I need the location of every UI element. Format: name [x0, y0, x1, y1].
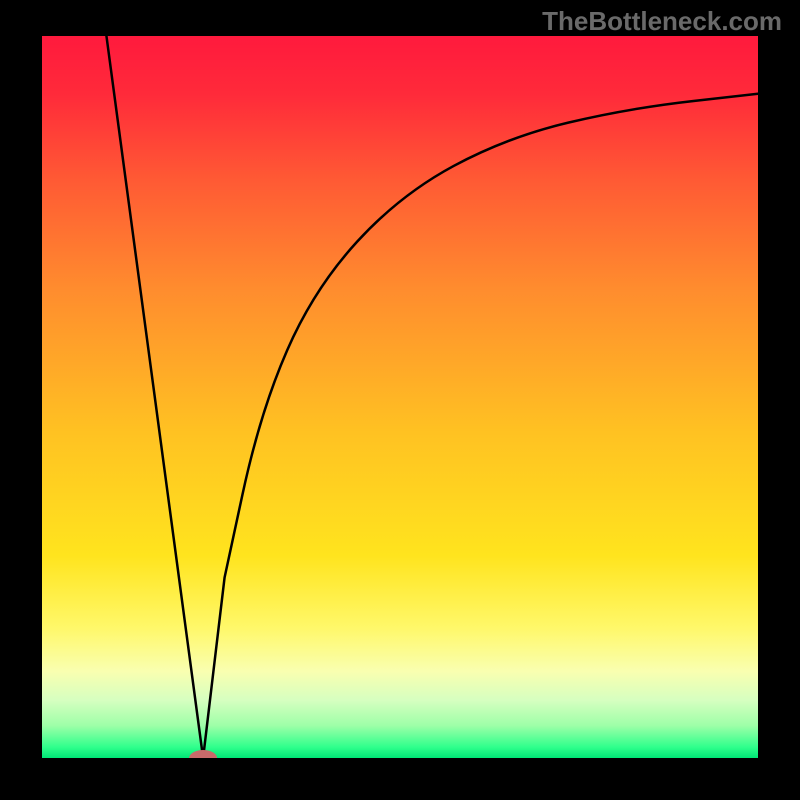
bottleneck-chart-svg: [42, 36, 758, 758]
gradient-background: [42, 36, 758, 758]
watermark-label: TheBottleneck.com: [542, 6, 782, 37]
plot-area: [42, 36, 758, 758]
chart-frame: TheBottleneck.com: [0, 0, 800, 800]
